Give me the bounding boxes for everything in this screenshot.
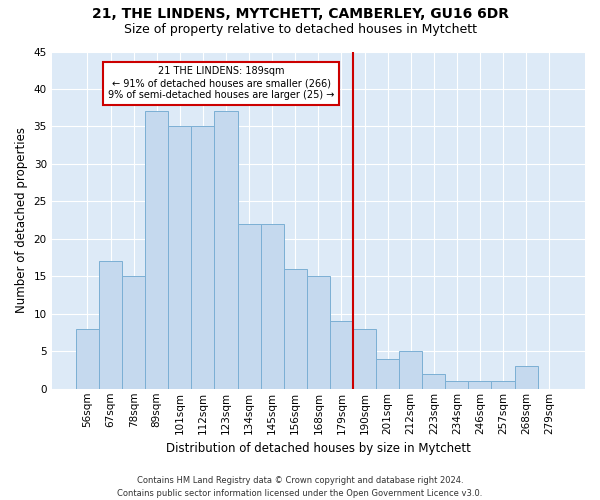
Bar <box>284 269 307 389</box>
Bar <box>99 262 122 389</box>
Bar <box>445 382 469 389</box>
Bar <box>145 112 168 389</box>
Bar <box>168 126 191 389</box>
Bar <box>214 112 238 389</box>
Y-axis label: Number of detached properties: Number of detached properties <box>15 127 28 313</box>
Bar <box>238 224 260 389</box>
Bar <box>76 329 99 389</box>
Bar <box>330 322 353 389</box>
Text: 21, THE LINDENS, MYTCHETT, CAMBERLEY, GU16 6DR: 21, THE LINDENS, MYTCHETT, CAMBERLEY, GU… <box>91 8 509 22</box>
Bar <box>191 126 214 389</box>
Bar <box>399 352 422 389</box>
Bar <box>307 276 330 389</box>
Bar <box>469 382 491 389</box>
Text: 21 THE LINDENS: 189sqm
← 91% of detached houses are smaller (266)
9% of semi-det: 21 THE LINDENS: 189sqm ← 91% of detached… <box>108 66 335 100</box>
Bar <box>491 382 515 389</box>
Bar <box>515 366 538 389</box>
Bar <box>422 374 445 389</box>
Bar <box>122 276 145 389</box>
Bar <box>260 224 284 389</box>
X-axis label: Distribution of detached houses by size in Mytchett: Distribution of detached houses by size … <box>166 442 471 455</box>
Bar <box>353 329 376 389</box>
Text: Contains HM Land Registry data © Crown copyright and database right 2024.
Contai: Contains HM Land Registry data © Crown c… <box>118 476 482 498</box>
Bar <box>376 359 399 389</box>
Text: Size of property relative to detached houses in Mytchett: Size of property relative to detached ho… <box>124 22 476 36</box>
